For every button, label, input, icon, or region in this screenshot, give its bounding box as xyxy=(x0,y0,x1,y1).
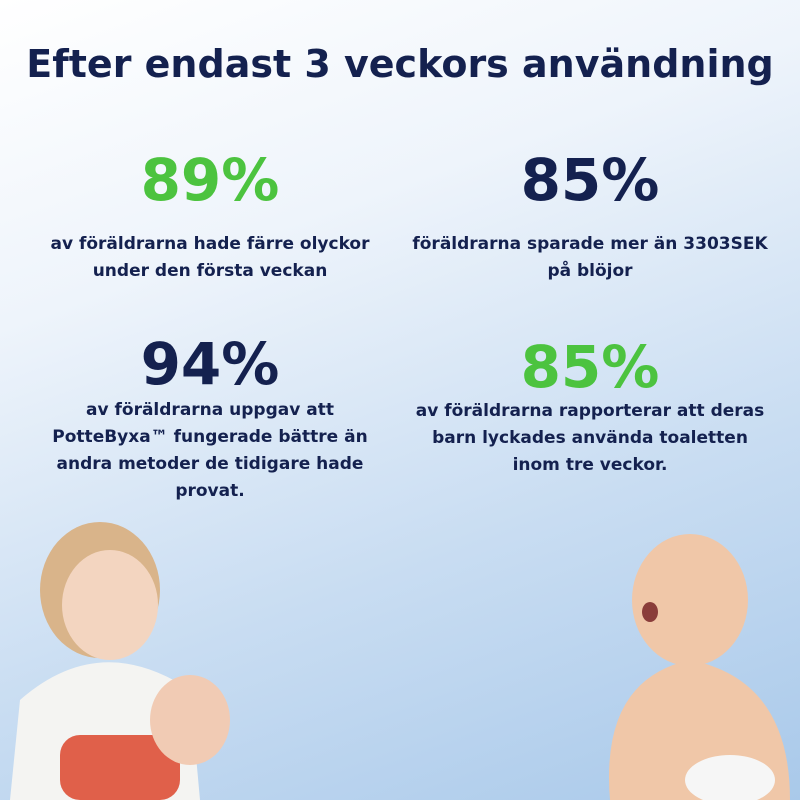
description-line: av föräldrarna uppgav att xyxy=(86,400,334,420)
toddler xyxy=(10,522,230,800)
description-line: inom tre veckor. xyxy=(512,455,668,475)
stat-description: av föräldrarna rapporterar att deras barn… xyxy=(390,398,790,479)
title: Efter endast 3 veckors användning xyxy=(26,42,774,86)
stat-value: 85% xyxy=(520,333,660,401)
stat-value: 85% xyxy=(520,146,660,214)
baby xyxy=(609,534,790,800)
description-line: av föräldrarna rapporterar att deras xyxy=(415,401,765,421)
description-line: av föräldrarna hade färre olyckor xyxy=(50,234,370,254)
description-line: under den första veckan xyxy=(92,261,328,281)
stat-description: av föräldrarna hade färre olyckor under d… xyxy=(10,231,410,285)
stat-description: föräldrarna sparade mer än 3303SEK på blö… xyxy=(390,231,790,285)
description-line: provat. xyxy=(175,481,245,501)
description-line: föräldrarna sparade mer än 3303SEK xyxy=(412,234,768,254)
description-line: PotteByxa™ fungerade bättre än xyxy=(52,427,368,447)
description-line: barn lyckades använda toaletten xyxy=(432,428,748,448)
stat-value: 89% xyxy=(140,146,280,214)
description-line: andra metoder de tidigare hade xyxy=(56,454,364,474)
stat-description: av föräldrarna uppgav att PotteByxa™ fung… xyxy=(10,397,410,505)
description-line: på blöjor xyxy=(547,261,633,281)
stat-value: 94% xyxy=(140,330,280,398)
